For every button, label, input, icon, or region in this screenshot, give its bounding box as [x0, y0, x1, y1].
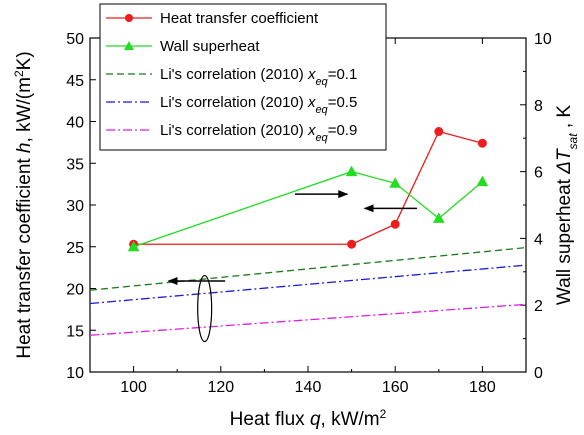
x-tick-label: 120	[207, 379, 234, 396]
y2-tick-label: 10	[534, 31, 552, 48]
series-line-4	[89, 264, 527, 305]
data-point	[477, 138, 487, 148]
legend-marker	[125, 14, 133, 22]
series-line-3	[89, 246, 527, 291]
series-layer	[89, 127, 527, 336]
series-line-5	[89, 303, 527, 336]
x-tick-label: 100	[120, 379, 147, 396]
y2-tick-label: 4	[534, 231, 543, 248]
legend-label: Wall superheat	[160, 38, 260, 55]
legend-box	[99, 3, 387, 151]
y-tick-label: 10	[66, 365, 84, 382]
y-tick-label: 50	[66, 31, 84, 48]
data-point	[390, 219, 400, 229]
data-point	[434, 127, 444, 137]
data-point	[347, 239, 357, 249]
y-tick-label: 35	[66, 156, 84, 173]
correlation-group-ellipse	[197, 274, 213, 343]
y2-tick-label: 0	[534, 365, 543, 382]
data-point	[389, 177, 402, 188]
y-tick-label: 45	[66, 73, 84, 90]
legend-label: Li's correlation (2010) xeq=0.1	[160, 66, 357, 88]
x-tick-label: 140	[295, 379, 322, 396]
legend-marker	[124, 41, 134, 50]
series-line-2	[133, 170, 483, 248]
legend-label: Heat transfer coefficient	[160, 10, 319, 27]
y2-tick-label: 2	[534, 298, 543, 315]
legend-label: Li's correlation (2010) xeq=0.9	[160, 122, 357, 144]
y2-tick-label: 8	[534, 98, 543, 115]
axis-ticks: 100 120 140 160 180 10 15 20 25 30 35 40 45 50 0 2 4 6 8 10	[66, 31, 552, 396]
legend-label: Li's correlation (2010) xeq=0.5	[160, 94, 357, 116]
data-point	[127, 240, 140, 252]
annotations	[167, 190, 417, 343]
x-tick-label: 160	[382, 379, 409, 396]
y-tick-label: 20	[66, 282, 84, 299]
x-axis-title: Heat flux q, kW/m2	[230, 407, 387, 430]
y-tick-label: 25	[66, 240, 84, 257]
data-point	[432, 212, 445, 223]
y-tick-label: 40	[66, 115, 84, 132]
y-tick-label: 30	[66, 198, 84, 215]
y-tick-label: 15	[66, 323, 84, 340]
legend: Heat transfer coefficient Wall superheat L…	[99, 3, 387, 151]
y2-tick-label: 6	[534, 165, 543, 182]
data-point	[345, 165, 358, 177]
data-point	[476, 175, 489, 187]
y2-axis-title: Wall superheat ΔTsat , K	[554, 105, 580, 306]
x-tick-label: 180	[469, 379, 496, 396]
y-axis-title: Heat transfer coefficient h, kW/(m2K)	[12, 51, 35, 358]
